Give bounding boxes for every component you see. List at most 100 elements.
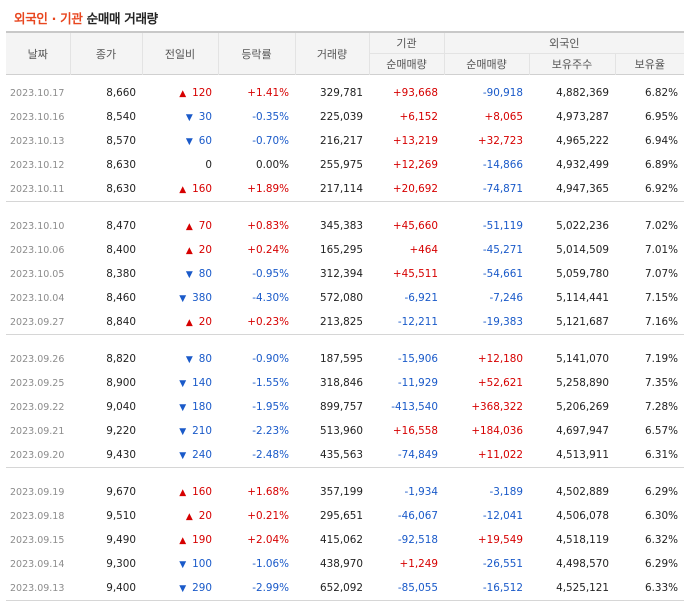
- cell-rate: +1.89%: [247, 183, 289, 195]
- cell-foreign-hold: 4,932,499: [556, 159, 609, 171]
- cell-foreign-hold: 5,022,236: [556, 220, 609, 232]
- cell-rate: -2.48%: [252, 449, 289, 461]
- change-value: 240: [192, 449, 212, 461]
- cell-date: 2023.09.19: [10, 486, 65, 498]
- cell-foreign-net: -14,866: [482, 159, 523, 171]
- cell-foreign-net: -16,512: [444, 576, 529, 601]
- cell-foreign-ratio: 7.28%: [645, 401, 679, 413]
- cell-date: 2023.09.27: [10, 316, 65, 328]
- table-row: 2023.10.05 8,380 ▼ 80 -0.95% 312,394 +45,511 -5…: [6, 262, 684, 286]
- cell-date: 2023.10.16: [10, 111, 65, 123]
- cell-change: ▲ 160: [142, 480, 218, 504]
- cell-inst-net: -85,055: [369, 576, 444, 601]
- table-row: 2023.09.19 9,670 ▲ 160 +1.68% 357,199 -1,934 -3…: [6, 480, 684, 504]
- cell-volume: 357,199: [320, 486, 363, 498]
- page-title: 외국인 · 기관 순매매 거래량: [14, 8, 158, 27]
- cell-inst-net: -11,929: [397, 377, 438, 389]
- table-row: 2023.10.17 8,660 ▲ 120 +1.41% 329,781 +93,668 -…: [6, 81, 684, 105]
- cell-change: ▼ 380: [142, 286, 218, 310]
- cell-date: 2023.09.22: [10, 401, 65, 413]
- cell-date: 2023.09.15: [10, 534, 65, 546]
- triangle-down-icon: ▼: [185, 270, 193, 280]
- cell-close: 9,490: [106, 534, 136, 546]
- cell-close: 8,570: [106, 135, 136, 147]
- cell-volume: 216,217: [320, 135, 363, 147]
- cell-inst-net: +20,692: [392, 183, 438, 195]
- cell-date: 2023.10.06: [10, 244, 65, 256]
- cell-inst-net: +13,219: [392, 135, 438, 147]
- cell-inst-net: +93,668: [392, 87, 438, 99]
- cell-inst-net: -12,211: [397, 316, 438, 328]
- cell-volume: 318,846: [320, 377, 363, 389]
- cell-foreign-net: -54,661: [482, 268, 523, 280]
- cell-volume: 435,563: [320, 449, 363, 461]
- table-row: 2023.10.16 8,540 ▼ 30 -0.35% 225,039 +6,152 +8,…: [6, 105, 684, 129]
- cell-foreign-ratio: 7.15%: [645, 292, 679, 304]
- cell-close: 9,300: [106, 558, 136, 570]
- cell-date: 2023.10.05: [10, 268, 65, 280]
- cell-inst-net: +16,558: [392, 425, 438, 437]
- cell-change: ▼ 60: [142, 129, 218, 153]
- cell-inst-net: +1,249: [399, 558, 438, 570]
- cell-volume: 165,295: [320, 244, 363, 256]
- change-value: 80: [198, 268, 212, 280]
- cell-rate: +1.68%: [247, 486, 289, 498]
- cell-inst-net: +464: [409, 244, 438, 256]
- header-foreign-net: 순매매량: [444, 53, 530, 75]
- cell-close: 8,630: [106, 183, 136, 195]
- cell-foreign-net: +12,180: [477, 353, 523, 365]
- cell-foreign-hold: 4,965,222: [556, 135, 609, 147]
- cell-foreign-hold: 5,059,780: [556, 268, 609, 280]
- triangle-down-icon: ▼: [179, 451, 187, 461]
- cell-foreign-hold: 5,206,269: [556, 401, 609, 413]
- cell-close: 8,470: [106, 220, 136, 232]
- cell-rate: -0.35%: [252, 111, 289, 123]
- cell-date: 2023.09.18: [10, 510, 65, 522]
- cell-volume: 312,394: [320, 268, 363, 280]
- cell-inst-net: +45,660: [392, 220, 438, 232]
- cell-foreign-hold: 4,498,570: [556, 558, 609, 570]
- cell-foreign-net: -90,918: [482, 87, 523, 99]
- cell-inst-net: -15,906: [397, 353, 438, 365]
- cell-rate: -0.95%: [252, 268, 289, 280]
- triangle-down-icon: ▼: [185, 137, 193, 147]
- cell-close: 8,380: [106, 268, 136, 280]
- cell-close: 9,670: [106, 486, 136, 498]
- cell-inst-net: -92,518: [397, 534, 438, 546]
- cell-foreign-net: +52,621: [477, 377, 523, 389]
- table-row: 2023.09.14 9,300 ▼ 100 -1.06% 438,970 +1,249 -2…: [6, 552, 684, 576]
- cell-change: ▲ 190: [142, 528, 218, 552]
- cell-foreign-ratio: 7.19%: [645, 353, 679, 365]
- cell-change: ▼ 290: [142, 576, 218, 601]
- triangle-up-icon: ▲: [185, 222, 193, 232]
- table-row: 2023.10.13 8,570 ▼ 60 -0.70% 216,217 +13,219 +3…: [6, 129, 684, 153]
- cell-change: ▲ 20: [142, 310, 218, 335]
- table-row: 2023.09.26 8,820 ▼ 80 -0.90% 187,595 -15,906 +1…: [6, 347, 684, 371]
- cell-foreign-net: +19,549: [477, 534, 523, 546]
- cell-volume: 438,970: [320, 558, 363, 570]
- cell-inst-net: -46,067: [397, 510, 438, 522]
- cell-rate: -0.90%: [252, 353, 289, 365]
- cell-foreign-hold: 4,525,121: [529, 576, 615, 601]
- cell-foreign-net: -7,246: [489, 292, 524, 304]
- cell-foreign-hold: 5,014,509: [556, 244, 609, 256]
- cell-foreign-net: -26,551: [482, 558, 523, 570]
- cell-date: 2023.09.26: [10, 353, 65, 365]
- group-separator: [6, 467, 684, 480]
- cell-foreign-hold: 4,506,078: [556, 510, 609, 522]
- cell-foreign-ratio: 6.82%: [645, 87, 679, 99]
- cell-rate: -1.95%: [252, 401, 289, 413]
- cell-date: 2023.09.13: [6, 576, 70, 601]
- change-value: 80: [198, 353, 212, 365]
- cell-foreign-net: +8,065: [484, 111, 523, 123]
- cell-close: 9,400: [70, 576, 142, 601]
- triangle-down-icon: ▼: [179, 379, 187, 389]
- triangle-up-icon: ▲: [185, 512, 193, 522]
- cell-inst-net: +12,269: [392, 159, 438, 171]
- header-foreign: 외국인: [444, 31, 684, 54]
- cell-date: 2023.10.12: [10, 159, 65, 171]
- cell-change: ▼ 30: [142, 105, 218, 129]
- cell-close: 8,820: [106, 353, 136, 365]
- cell-rate: -0.70%: [252, 135, 289, 147]
- change-value: 120: [192, 87, 212, 99]
